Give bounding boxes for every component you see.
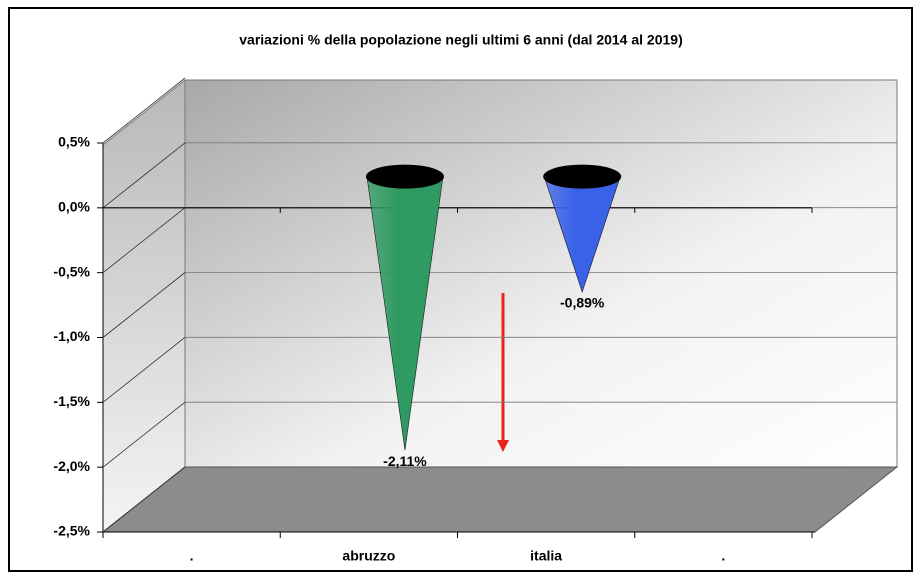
cone-base — [543, 164, 622, 189]
y-tick-label: -1,5% — [53, 393, 90, 409]
back-wall — [184, 79, 898, 468]
x-tick-label: abruzzo — [342, 548, 395, 564]
x-tick-label: italia — [530, 548, 562, 564]
chart-title: variazioni % della popolazione negli ult… — [239, 32, 682, 48]
grid-line — [102, 77, 186, 144]
y-tick-label: -2,0% — [53, 458, 90, 474]
grid-line — [102, 207, 186, 273]
data-label: -0,89% — [560, 295, 605, 311]
left-wall — [102, 78, 186, 534]
y-tick-label: 0,0% — [58, 199, 90, 215]
arrow-head — [497, 440, 509, 452]
grid-line — [102, 466, 186, 533]
y-tick-label: -0,5% — [53, 263, 90, 279]
x-tick-label: . — [190, 548, 194, 564]
floor — [101, 466, 899, 533]
grid-line — [102, 142, 186, 209]
grid-line — [102, 337, 186, 403]
data-label: -2,11% — [383, 453, 427, 469]
grid-line — [102, 401, 186, 468]
y-tick-label: -1,0% — [53, 328, 90, 344]
grid-line — [102, 272, 186, 338]
y-tick-label: 0,5% — [58, 134, 90, 150]
y-tick-label: -2,5% — [53, 523, 90, 539]
cone-base — [365, 164, 444, 189]
x-tick-label: . — [721, 548, 725, 564]
